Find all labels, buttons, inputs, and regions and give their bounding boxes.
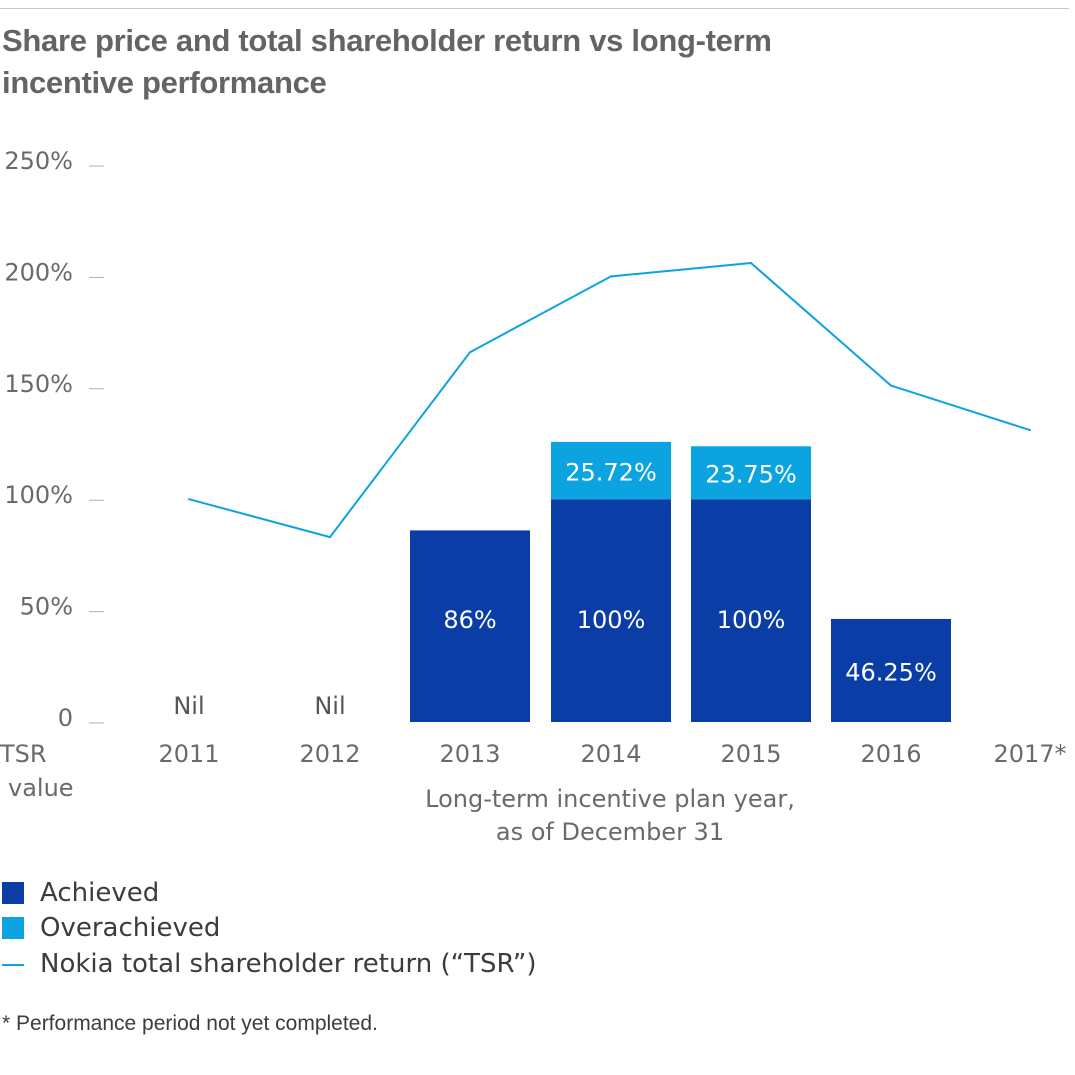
- bar-achieved: [831, 618, 951, 722]
- bar-achieved: [410, 530, 530, 722]
- x-tick-label: 2012: [299, 740, 360, 768]
- y-tick-label: 0: [58, 704, 73, 732]
- x-tick-label: 2015: [720, 740, 781, 768]
- legend-label-achieved: Achieved: [40, 878, 160, 908]
- tsr-point: [890, 384, 892, 387]
- bar-overachieved: [691, 446, 811, 500]
- bar-overachieved: [551, 441, 671, 500]
- y-tick-label: 250%: [4, 147, 73, 175]
- x-axis-label-line-2: as of December 31: [496, 818, 724, 846]
- chart-title: Share price and total shareholder return…: [2, 23, 772, 100]
- legend-label-overachieved: Overachieved: [40, 913, 221, 943]
- legend-swatch-overachieved: [2, 917, 24, 939]
- bar-label-nil: Nil: [314, 692, 345, 720]
- bar-label-overachieved: 25.72%: [565, 459, 657, 487]
- tsr-point: [610, 275, 612, 278]
- bar-label-achieved: 86%: [443, 606, 496, 634]
- x-tick-label: 2013: [439, 740, 500, 768]
- bar-achieved: [551, 499, 671, 722]
- top-rule: [0, 8, 1069, 9]
- bar-label-overachieved: 23.75%: [705, 461, 797, 489]
- x-tick-label: 2016: [860, 740, 921, 768]
- x-tick-label: 2014: [580, 740, 641, 768]
- bar-achieved: [691, 499, 811, 722]
- tsr-point: [188, 498, 190, 501]
- tsr-point: [329, 536, 331, 539]
- y-tick-label: 200%: [4, 258, 73, 286]
- bars: [410, 441, 951, 722]
- x-axis-label-line-1: Long-term incentive plan year,: [425, 785, 795, 813]
- bar-label-achieved: 46.25%: [845, 658, 937, 686]
- bar-label-achieved: 100%: [717, 606, 786, 634]
- bar-label-nil: Nil: [173, 692, 204, 720]
- tsr-point: [1029, 429, 1031, 432]
- bar-labels: Nil Nil 86% 100% 25.72% 100% 23.75% 46.25%: [173, 459, 936, 720]
- chart-area: 0 50% 100% 150% 200% 250% Nil Nil 86% 100% 25.72%…: [0, 147, 1067, 846]
- legend-swatch-achieved: [2, 882, 24, 904]
- footnote: * Performance period not yet completed.: [2, 1012, 378, 1035]
- y-axis-label-line-1: TSR: [0, 740, 47, 768]
- y-axis: 0 50% 100% 150% 200% 250%: [4, 147, 104, 732]
- tsr-point: [750, 262, 752, 265]
- x-tick-label: 2011: [158, 740, 219, 768]
- x-axis: 2011 2012 2013 2014 2015 2016 2017*: [158, 740, 1066, 768]
- tsr-point: [469, 351, 471, 354]
- legend-swatch-tsr: [2, 964, 24, 966]
- y-tick-label: 150%: [4, 370, 73, 398]
- bar-label-achieved: 100%: [577, 606, 646, 634]
- x-tick-label: 2017*: [993, 740, 1066, 768]
- y-axis-label-line-2: value: [8, 774, 74, 802]
- tsr-line: [188, 262, 1031, 539]
- legend-label-tsr: Nokia total shareholder return (“TSR”): [40, 949, 537, 979]
- y-tick-label: 100%: [4, 481, 73, 509]
- y-tick-label: 50%: [20, 593, 73, 621]
